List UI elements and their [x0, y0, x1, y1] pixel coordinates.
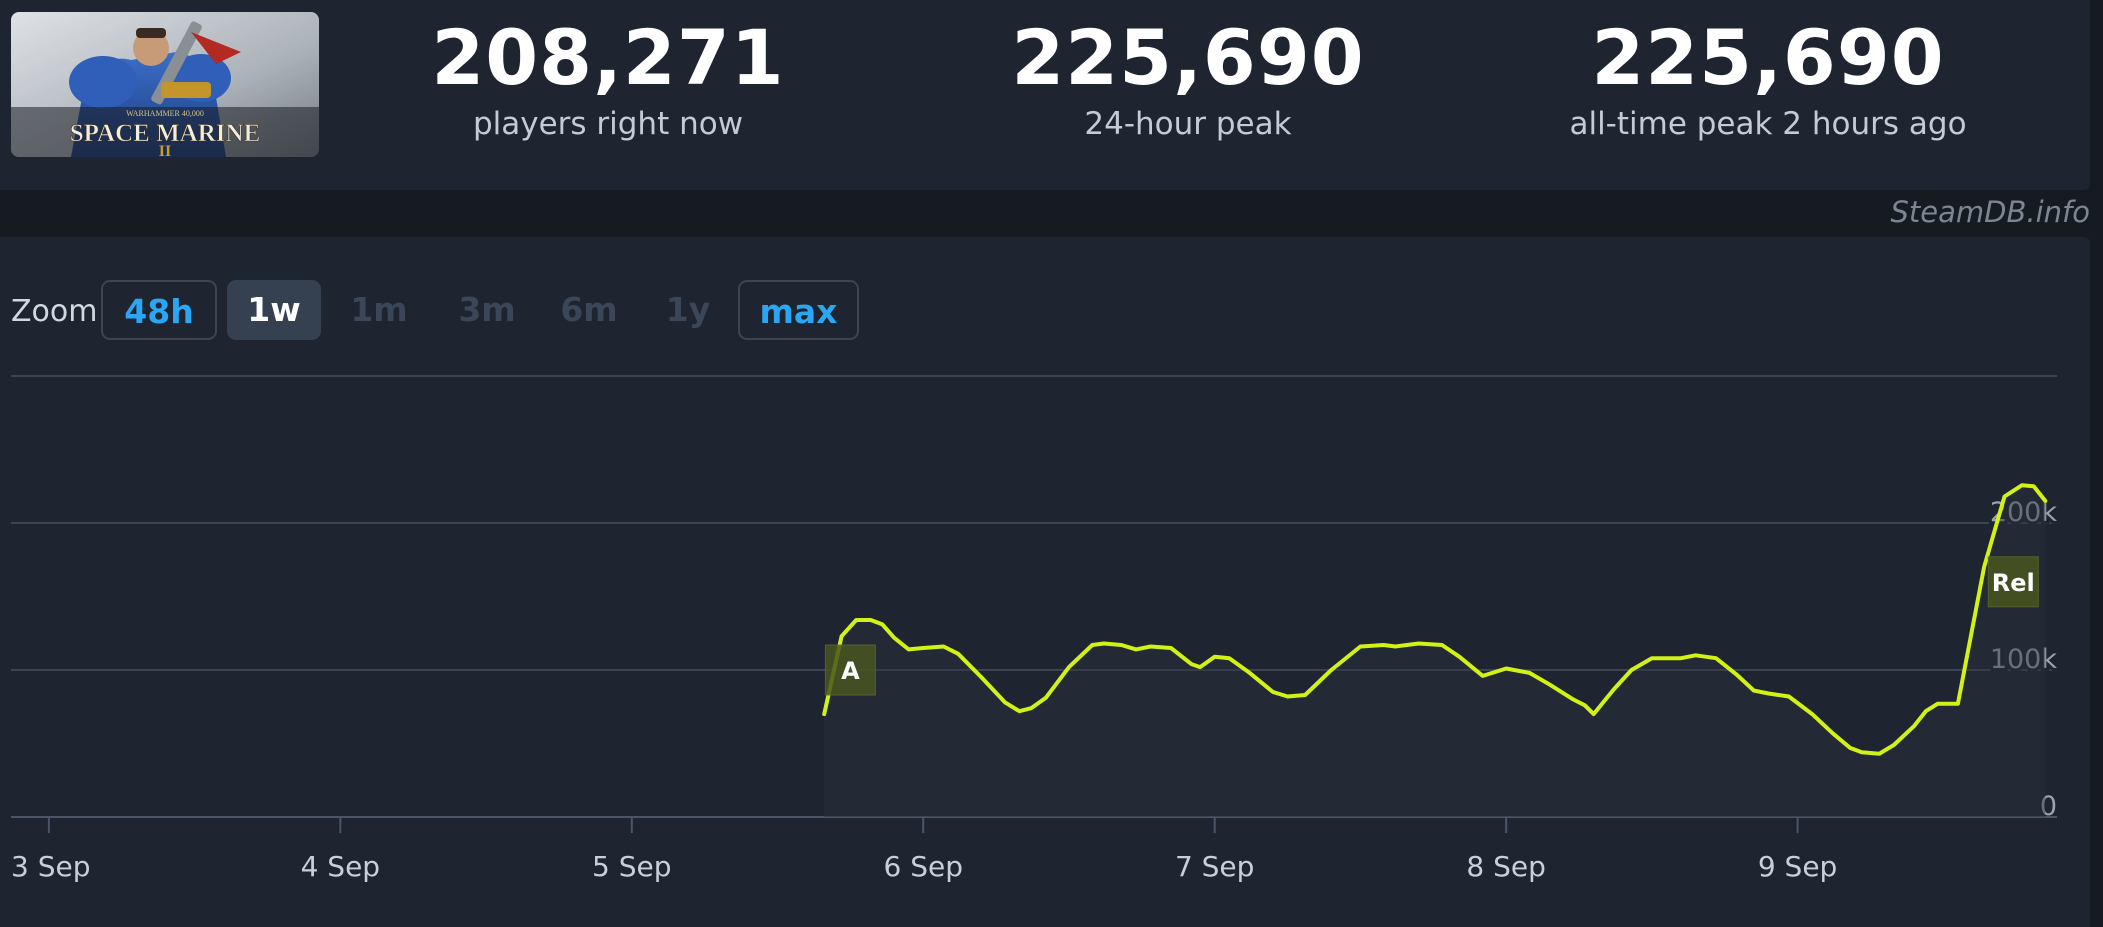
zoom-6m-button[interactable]: 6m: [560, 290, 618, 329]
chart-panel: [0, 237, 2090, 927]
zoom-1m-button[interactable]: 1m: [350, 290, 408, 329]
all-time-peak-label: all-time peak 2 hours ago: [1569, 106, 1967, 142]
zoom-label: Zoom: [11, 294, 98, 329]
annotation-flag-box: [1987, 556, 2039, 608]
current-players-value: 208,271: [431, 13, 785, 102]
stat-current-players: 208,271 players right now: [348, 10, 868, 142]
svg-text:II: II: [159, 143, 171, 157]
annotation-flag-rel: Rel: [1987, 556, 2039, 608]
y-tick-label: 0: [2040, 791, 2057, 822]
x-tick-label: 5 Sep: [592, 850, 672, 883]
steamdb-credit-link[interactable]: SteamDB.info: [1890, 195, 2090, 229]
peak-24h-value: 225,690: [1011, 13, 1365, 102]
annotation-flag-box: [824, 644, 876, 696]
x-tick-label: 9 Sep: [1758, 850, 1838, 883]
zoom-3m-button[interactable]: 3m: [458, 290, 516, 329]
y-tick-label: 100k: [1990, 644, 2058, 675]
zoom-1w-button[interactable]: 1w: [227, 280, 321, 340]
svg-text:SPACE MARINE: SPACE MARINE: [70, 120, 261, 147]
annotation-flag-a: A: [824, 644, 876, 696]
zoom-1y-button[interactable]: 1y: [665, 290, 711, 329]
x-tick-label: 7 Sep: [1175, 850, 1255, 883]
current-players-label: players right now: [472, 106, 744, 142]
stat-24h-peak: 225,690 24-hour peak: [928, 10, 1448, 142]
svg-text:WARHAMMER 40,000: WARHAMMER 40,000: [126, 109, 204, 118]
annotation-flag-label: Rel: [1992, 569, 2035, 597]
series-line: [822, 483, 2048, 756]
stat-all-time-peak: 225,690 all-time peak 2 hours ago: [1508, 10, 2028, 142]
game-cover-art: WARHAMMER 40,000 SPACE MARINE II: [11, 12, 319, 157]
x-tick-label: 6 Sep: [883, 850, 963, 883]
peak-24h-label: 24-hour peak: [1084, 106, 1292, 142]
zoom-48h-button[interactable]: 48h: [101, 280, 217, 340]
annotation-flag-label: A: [841, 657, 860, 685]
game-thumbnail[interactable]: WARHAMMER 40,000 SPACE MARINE II: [11, 12, 319, 157]
x-tick-label: 3 Sep: [11, 850, 91, 883]
all-time-peak-value: 225,690: [1591, 13, 1945, 102]
zoom-max-button[interactable]: max: [738, 280, 859, 340]
x-tick-label: 8 Sep: [1466, 850, 1546, 883]
stats-panel: WARHAMMER 40,000 SPACE MARINE II 208,271…: [0, 0, 2090, 190]
series-area: [824, 485, 2046, 817]
x-tick-label: 4 Sep: [301, 850, 381, 883]
